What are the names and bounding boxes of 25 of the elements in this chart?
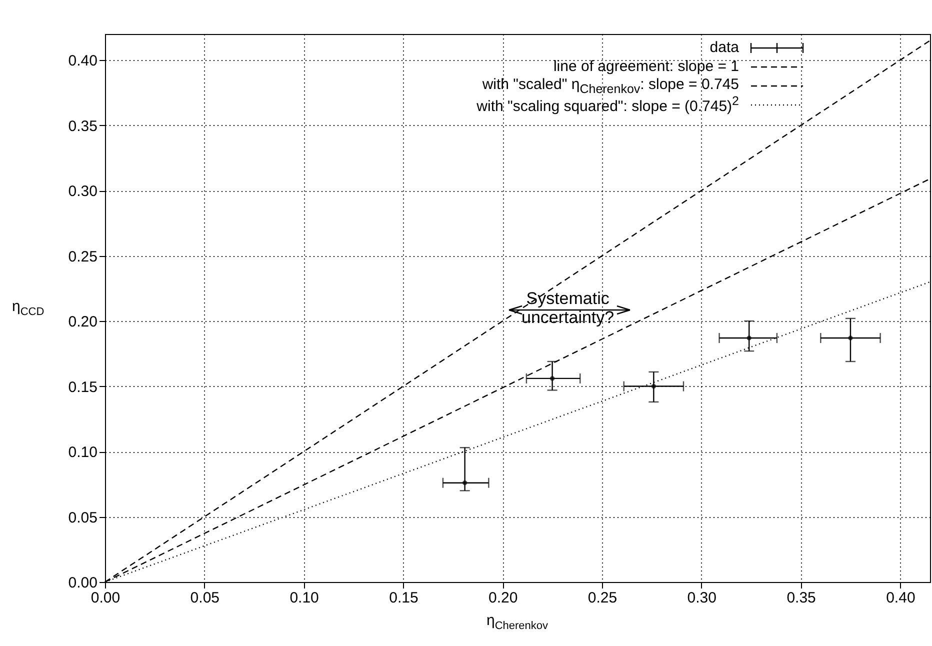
x-tick-label: 0.25 [588,590,618,606]
y-tick-label: 0.20 [68,314,98,331]
y-tick-label: 0.25 [68,248,98,266]
x-tick-label: 0.30 [687,590,716,606]
x-tick-label: 0.35 [786,590,816,606]
x-tick-label: 0.10 [290,590,319,606]
annotation: Systematic uncertainty? [522,289,614,327]
legend-label: with "scaling squared": slope = (0.745)$^{2}$ [476,94,739,115]
y-tick-label: 0.10 [68,444,98,462]
y-tick-label: 0.05 [68,509,98,526]
legend-label: line of agreement: slope = 1 [553,58,739,75]
x-tick-label: 0.15 [389,590,418,606]
x-tick-label: 0.40 [886,590,916,606]
legend-label: with "scaled" η$_{Cherenkov}$: slope = 0.745 [482,76,739,96]
y-axis-title: η$_{CCD}$ [12,298,44,318]
y-tick-label: 0.00 [68,574,98,592]
x-tick-label: 0.20 [488,590,518,606]
legend-label: data [710,39,739,56]
y-tick-label: 0.35 [68,118,98,135]
x-tick-label: 0.05 [190,590,220,606]
y-tick-label: 0.30 [68,183,98,200]
y-tick-label: 0.40 [68,52,98,70]
x-axis-title: η$_{Cherenkov}$ [486,612,548,632]
y-tick-label: 0.15 [68,378,98,396]
x-tick-label: 0.00 [90,590,120,606]
